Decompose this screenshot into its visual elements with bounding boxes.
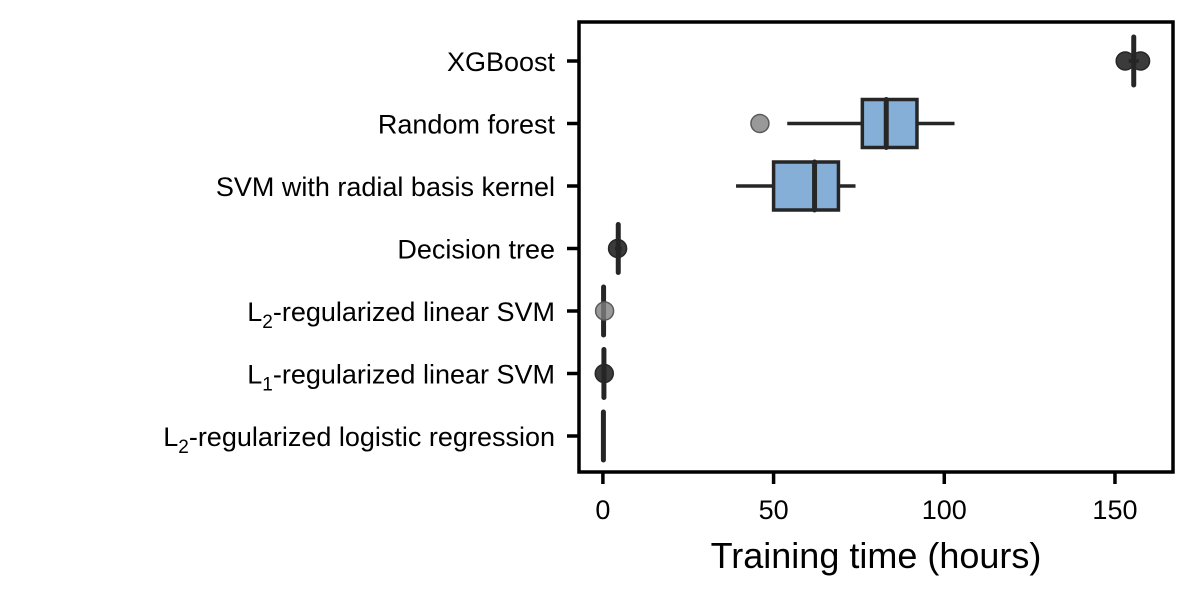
x-axis-label: Training time (hours) bbox=[711, 535, 1042, 576]
y-tick-label: Decision tree bbox=[397, 235, 555, 265]
plot-marks bbox=[594, 34, 1151, 463]
box-2 bbox=[750, 97, 955, 150]
y-tick-label: SVM with radial basis kernel bbox=[216, 172, 555, 202]
x-tick-label: 50 bbox=[759, 495, 789, 525]
outlier-point bbox=[594, 301, 615, 321]
y-tick-label: L1-regularized linear SVM bbox=[247, 360, 555, 396]
outlier-point bbox=[594, 363, 615, 384]
outlier-point bbox=[607, 238, 628, 259]
y-tick-label: XGBoost bbox=[447, 47, 556, 77]
x-tick-label: 0 bbox=[595, 495, 610, 525]
y-tick-label: Random forest bbox=[378, 110, 556, 140]
iqr-box bbox=[860, 97, 919, 150]
box-6 bbox=[594, 347, 615, 400]
y-axis: XGBoost Random forest SVM with radial basi… bbox=[163, 47, 579, 458]
box-7 bbox=[600, 409, 606, 463]
x-axis: 0 50 100 150 bbox=[595, 472, 1137, 525]
x-tick-label: 100 bbox=[922, 495, 967, 525]
box-1 bbox=[1115, 34, 1151, 88]
box-4 bbox=[607, 222, 628, 275]
y-tick-label: L2-regularized linear SVM bbox=[247, 297, 555, 333]
iqr-box bbox=[771, 160, 841, 212]
outlier-point bbox=[1130, 51, 1151, 71]
outlier-point bbox=[750, 113, 770, 134]
plot-frame bbox=[577, 20, 1175, 474]
box-5 bbox=[594, 284, 615, 338]
x-tick-label: 150 bbox=[1092, 495, 1137, 525]
box-3 bbox=[736, 159, 856, 213]
y-tick-label: L2-regularized logistic regression bbox=[163, 422, 555, 458]
